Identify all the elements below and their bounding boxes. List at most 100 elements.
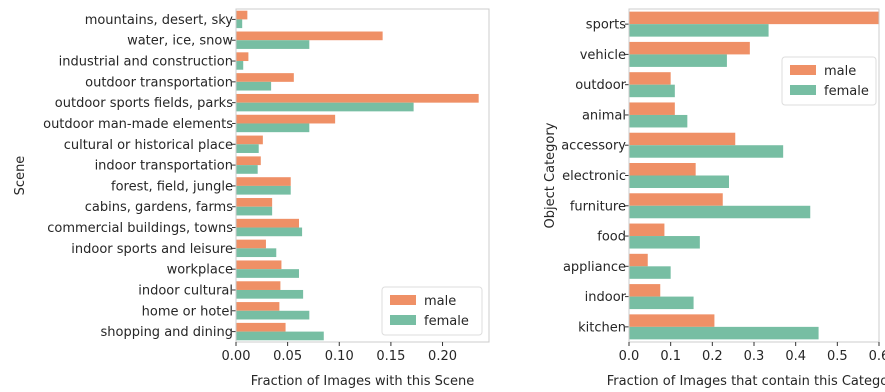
bar-female-1 [629, 54, 727, 67]
x-tick-label-3: 0.3 [744, 349, 765, 364]
bar-male-12 [236, 260, 282, 270]
y-tick-label-5: electronic [562, 169, 626, 184]
x-tick-label-3: 0.15 [376, 349, 405, 364]
y-tick-label-4: outdoor sports fields, parks [55, 96, 233, 111]
y-tick-label-0: mountains, desert, sky [85, 13, 234, 28]
bar-female-7 [236, 165, 258, 174]
bar-female-10 [236, 227, 303, 237]
y-tick-label-13: indoor cultural [138, 283, 233, 298]
bar-male-8 [629, 253, 648, 267]
bar-male-10 [629, 314, 715, 327]
bar-male-4 [236, 93, 479, 103]
bar-male-0 [629, 11, 879, 25]
bar-male-2 [236, 52, 249, 62]
bar-female-11 [236, 248, 277, 258]
bar-female-9 [236, 206, 273, 216]
bar-male-5 [236, 114, 336, 124]
bar-male-8 [236, 177, 291, 186]
bar-male-6 [236, 135, 263, 145]
bar-female-13 [236, 289, 304, 299]
y-tick-label-1: water, ice, snow [127, 34, 233, 49]
plot-frame [235, 8, 490, 343]
x-tick-label-1: 0.05 [273, 349, 302, 364]
bar-female-4 [629, 145, 784, 158]
x-tick-label-1: 0.1 [660, 349, 681, 364]
y-tick-label-3: animal [582, 108, 626, 123]
legend-label-female: female [424, 314, 469, 329]
scene-chart: mountains, desert, sky water, ice, snow in… [13, 8, 490, 389]
bar-female-9 [629, 296, 694, 310]
legend-swatch-male [790, 65, 816, 75]
y-tick-label-10: kitchen [578, 320, 626, 335]
bar-female-8 [236, 185, 291, 195]
bar-male-1 [236, 31, 383, 41]
y-tick-label-5: outdoor man-made elements [43, 117, 233, 132]
x-axis-label: Fraction of Images with this Scene [251, 374, 475, 389]
x-tick-label-2: 0.2 [702, 349, 723, 364]
y-axis-label: Scene [13, 156, 28, 196]
y-tick-label-6: furniture [570, 199, 626, 214]
y-tick-label-9: cabins, gardens, farms [85, 200, 233, 215]
x-tick-label-2: 0.10 [325, 349, 354, 364]
y-tick-label-7: indoor transportation [95, 159, 233, 174]
bar-male-10 [236, 218, 299, 228]
object-category-chart: sports vehicle outdoor animal accessory elect… [543, 8, 885, 389]
legend: male female [381, 286, 483, 336]
bar-male-0 [236, 10, 248, 20]
bar-male-14 [236, 302, 280, 311]
bar-female-2 [236, 61, 244, 70]
bar-male-13 [236, 281, 281, 290]
bar-male-5 [629, 163, 696, 176]
x-tick-label-0: 0.0 [619, 349, 640, 364]
bar-female-15 [236, 331, 324, 341]
y-tick-label-14: home or hotel [142, 304, 233, 319]
y-tick-label-10: commercial buildings, towns [47, 221, 233, 236]
x-tick-label-4: 0.4 [785, 349, 806, 364]
bar-female-14 [236, 310, 310, 320]
bar-female-5 [629, 175, 729, 188]
y-tick-label-9: indoor [585, 290, 627, 305]
bar-male-6 [629, 193, 723, 206]
legend: male female [781, 56, 877, 106]
x-tick-label-0: 0.00 [222, 349, 251, 364]
y-tick-label-8: forest, field, jungle [111, 179, 233, 194]
bar-female-4 [236, 102, 414, 112]
bar-male-9 [236, 198, 273, 207]
x-axis-label: Fraction of Images that contain this Cat… [607, 374, 885, 389]
bar-female-0 [236, 19, 243, 29]
legend-swatch-male [390, 295, 416, 305]
bar-female-7 [629, 236, 700, 249]
bar-male-11 [236, 239, 266, 249]
legend-label-female: female [824, 84, 869, 99]
y-tick-label-2: outdoor [575, 78, 626, 93]
bar-male-7 [236, 156, 261, 166]
bar-female-6 [629, 205, 811, 219]
legend-label-male: male [824, 64, 856, 79]
bar-male-7 [629, 223, 665, 237]
bar-female-5 [236, 123, 310, 133]
bar-male-1 [629, 41, 750, 55]
x-tick-label-4: 0.20 [428, 349, 457, 364]
bar-female-3 [629, 114, 688, 128]
bar-male-4 [629, 132, 736, 146]
y-tick-label-2: industrial and construction [59, 55, 233, 70]
y-tick-label-15: shopping and dining [100, 325, 233, 340]
y-tick-label-12: workplace [167, 263, 233, 278]
bar-female-3 [236, 81, 272, 91]
bar-female-8 [629, 266, 671, 279]
y-tick-label-0: sports [586, 18, 626, 33]
bar-female-12 [236, 269, 299, 278]
y-tick-label-3: outdoor transportation [85, 75, 233, 90]
y-tick-label-1: vehicle [580, 48, 626, 63]
bar-female-2 [629, 84, 675, 98]
bar-male-3 [236, 73, 294, 82]
bar-female-0 [629, 24, 769, 37]
y-tick-label-7: food [597, 230, 626, 245]
bar-male-3 [629, 102, 675, 115]
bar-female-10 [629, 326, 819, 340]
legend-swatch-female [390, 315, 416, 325]
legend-label-male: male [424, 294, 456, 309]
legend-swatch-female [790, 85, 816, 95]
y-tick-label-4: accessory [561, 139, 626, 154]
bar-male-9 [629, 284, 661, 297]
